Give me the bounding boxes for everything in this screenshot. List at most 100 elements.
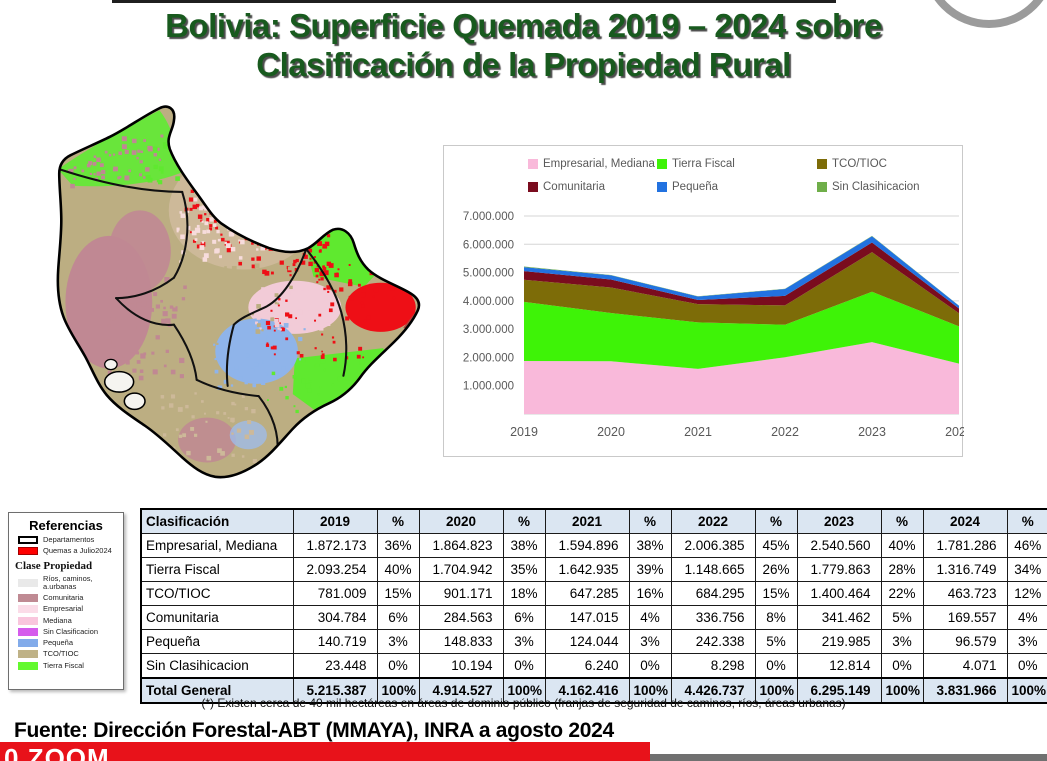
table-cell: 3% (1006, 629, 1047, 654)
map-legend-overlay-label: Departamentos (43, 535, 95, 544)
table-total-cell: 4.426.737 (670, 677, 756, 704)
table-cell: 38% (502, 533, 546, 558)
table-cell: Tierra Fiscal (140, 557, 294, 582)
table-cell: 8% (754, 605, 798, 630)
table-cell: 1.704.942 (418, 557, 504, 582)
svg-text:7.000.000: 7.000.000 (463, 211, 514, 223)
table-cell: 0% (502, 653, 546, 679)
table-column-header: % (754, 508, 798, 534)
table-cell: 148.833 (418, 629, 504, 654)
map-legend-class-swatch-icon (18, 594, 38, 603)
footnote: (*) Existen cerca de 40 mil hectáreas en… (201, 696, 846, 710)
map-legend: Referencias Departamentos Quemas a Julio2… (8, 512, 124, 690)
table-row: TCO/TIOC 781.009 15% 901.171 18% 647.285 16% 68… (140, 581, 1047, 606)
legend-label: Sin Clasihicacion (832, 181, 920, 193)
table-cell: 35% (502, 557, 546, 582)
table-cell: 3% (880, 629, 924, 654)
table-cell: 1.594.896 (544, 533, 630, 558)
table-cell: 0% (880, 653, 924, 679)
table-cell: 1.316.749 (922, 557, 1008, 582)
map-legend-class-swatch-icon (18, 639, 38, 648)
table-cell: 684.295 (670, 581, 756, 606)
map-legend-subtitle: Clase Propiedad (15, 559, 93, 572)
map-legend-overlay-swatch-icon (18, 547, 38, 556)
map-legend-class-label: Mediana (43, 615, 72, 625)
svg-text:4.000.000: 4.000.000 (463, 296, 514, 308)
table-total-cell: 6.295.149 (796, 677, 882, 704)
table-column-header: 2019 (292, 508, 378, 534)
map-legend-overlay-item: Quemas a Julio2024 (18, 546, 123, 556)
table-cell: 40% (376, 557, 420, 582)
svg-text:1.000.000: 1.000.000 (463, 381, 514, 393)
table-cell: 96.579 (922, 629, 1008, 654)
svg-text:3.000.000: 3.000.000 (463, 324, 514, 336)
legend-label: Comunitaria (543, 181, 605, 193)
table-row: Sin Clasihicacion 23.448 0% 10.194 0% 6.240 0%… (140, 653, 1047, 679)
legend-swatch-icon (528, 159, 538, 169)
table-cell: 26% (754, 557, 798, 582)
map-legend-class-items: Ríos, caminos, a.urbanas Comunitaria Empres… (9, 573, 123, 670)
source-line: Fuente: Dirección Forestal-ABT (MMAYA), … (14, 719, 614, 742)
table-cell: 10.194 (418, 653, 504, 679)
banner-text: 0 ZOOM (4, 743, 110, 761)
table-cell: 0% (376, 653, 420, 679)
legend-swatch-icon (657, 159, 667, 169)
table-row: Pequeña 140.719 3% 148.833 3% 124.044 3% 242.33… (140, 629, 1047, 654)
chart-legend: Empresarial, Mediana Tierra Fiscal TCO/TIO… (528, 158, 920, 193)
table-cell: 463.723 (922, 581, 1008, 606)
table-cell: 2.093.254 (292, 557, 378, 582)
map-legend-class-item: TCO/TIOC (18, 649, 123, 659)
table-cell: 3% (502, 629, 546, 654)
table-cell: 3% (376, 629, 420, 654)
chart-legend-item: Comunitaria (528, 181, 657, 193)
table-cell: 46% (1006, 533, 1047, 558)
table-cell: 8.298 (670, 653, 756, 679)
map-legend-class-label: Pequeña (43, 638, 74, 647)
table-cell: 6% (376, 605, 420, 630)
table-cell: 18% (502, 581, 546, 606)
table-total-cell: 100% (880, 677, 924, 704)
table-cell: 12.814 (796, 653, 882, 679)
table-cell: 647.285 (544, 581, 630, 606)
table-total-cell: 4.914.527 (418, 677, 504, 704)
map-legend-overlay-items: Departamentos Quemas a Julio2024 (9, 535, 123, 556)
table-cell: 1.781.286 (922, 533, 1008, 558)
table-cell: 22% (880, 581, 924, 606)
burn-area-chart: Empresarial, Mediana Tierra Fiscal TCO/TIO… (443, 145, 964, 457)
map-fill-layers (57, 106, 420, 478)
title-line-2: Clasificación de la Propiedad Rural (256, 46, 791, 83)
table-cell: 23.448 (292, 653, 378, 679)
table-cell: 6% (502, 605, 546, 630)
table-cell: 336.756 (670, 605, 756, 630)
table-cell: 304.784 (292, 605, 378, 630)
map-legend-class-item: Sin Clasificacion (18, 627, 123, 636)
table-cell: 4% (628, 605, 672, 630)
svg-text:5.000.000: 5.000.000 (463, 268, 514, 280)
svg-text:2022: 2022 (771, 425, 799, 439)
table-cell: 1.779.863 (796, 557, 882, 582)
table-column-header: 2023 (796, 508, 882, 534)
table-cell: 219.985 (796, 629, 882, 654)
table-total-cell: 3.831.966 (922, 677, 1008, 704)
table-column-header: % (1006, 508, 1047, 534)
map-legend-class-item: Mediana (18, 615, 123, 625)
chart-legend-item: Pequeña (657, 181, 817, 193)
table-cell: 34% (1006, 557, 1047, 582)
map-legend-overlay-item: Departamentos (18, 535, 123, 545)
table-cell: 140.719 (292, 629, 378, 654)
map-legend-class-swatch-icon (18, 627, 38, 636)
table-column-header: Clasificación (140, 508, 294, 534)
table-cell: 284.563 (418, 605, 504, 630)
table-cell: Comunitaria (140, 605, 294, 630)
bolivia-map (56, 105, 421, 479)
map-legend-class-swatch-icon (18, 616, 38, 625)
map-legend-class-label: Ríos, caminos, a.urbanas (43, 573, 93, 591)
table-cell: 15% (376, 581, 420, 606)
svg-text:2.000.000: 2.000.000 (463, 352, 514, 364)
table-cell: 781.009 (292, 581, 378, 606)
table-column-header: 2021 (544, 508, 630, 534)
table-column-header: % (628, 508, 672, 534)
table-total-cell: 100% (376, 677, 420, 704)
table-cell: 36% (376, 533, 420, 558)
legend-swatch-icon (528, 182, 538, 192)
